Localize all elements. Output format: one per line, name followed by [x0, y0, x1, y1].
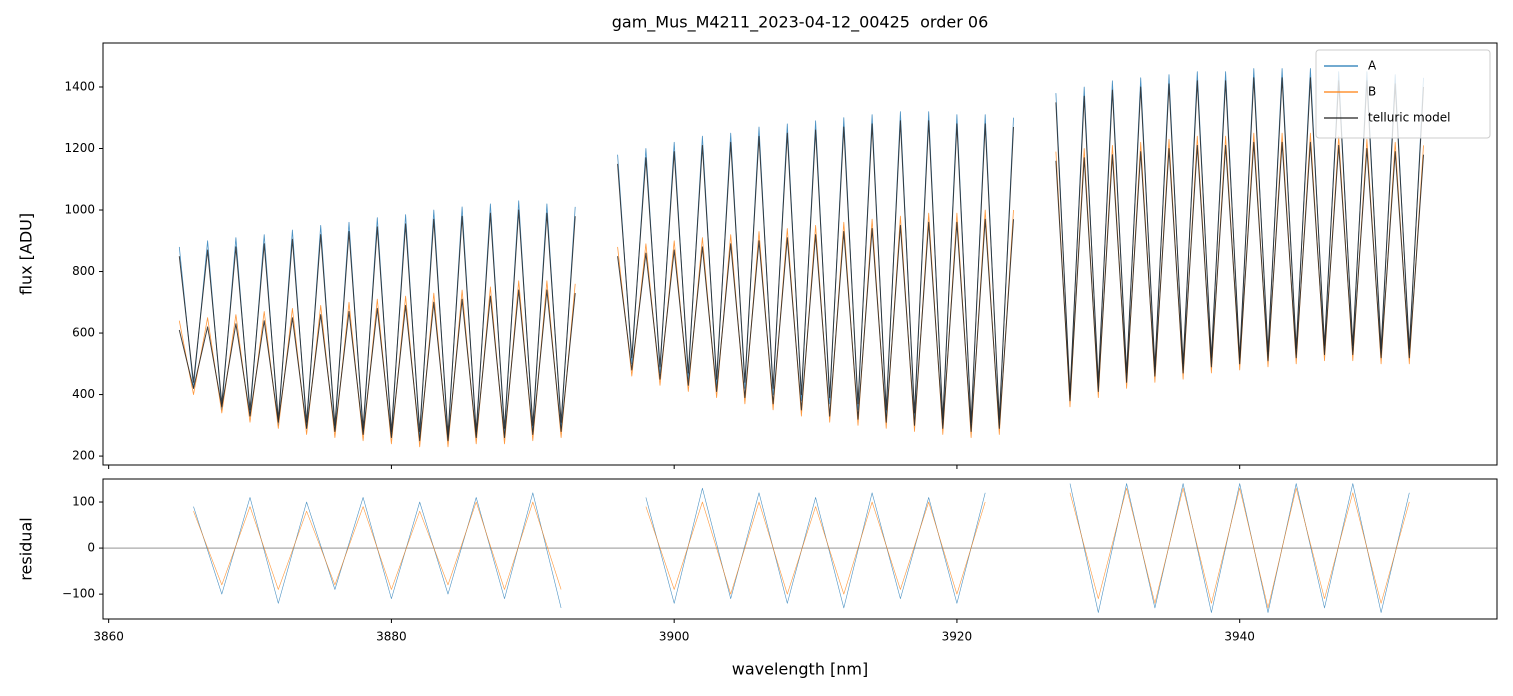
x-tick-label: 3920	[942, 630, 973, 644]
legend-box	[1315, 49, 1491, 139]
y-tick-label: 200	[72, 449, 95, 463]
plot-area	[103, 483, 1497, 613]
y-tick-label: 1200	[64, 141, 95, 155]
y-tick-label: 100	[72, 495, 95, 509]
axes-frame	[102, 42, 1498, 466]
series-line	[193, 487, 1410, 609]
y-axis-label: residual	[17, 517, 36, 580]
y-tick-label: −100	[62, 587, 95, 601]
legend-label: A	[1368, 59, 1377, 73]
y-tick-label: 1400	[64, 79, 95, 93]
y-tick-label: 600	[72, 326, 95, 340]
legend-label: telluric model	[1368, 111, 1450, 125]
y-tick-label: 800	[72, 264, 95, 278]
x-tick-label: 3860	[93, 630, 124, 644]
y-tick-label: 1000	[64, 203, 95, 217]
series-line	[178, 141, 1424, 442]
y-axis-label: flux [ADU]	[17, 213, 36, 295]
x-tick-label: 3940	[1224, 630, 1255, 644]
y-tick-label: 400	[72, 387, 95, 401]
legend-label: B	[1368, 85, 1376, 99]
x-tick-label: 3880	[376, 630, 407, 644]
y-tick-label: 0	[87, 541, 95, 555]
x-axis-label: wavelength [nm]	[732, 660, 869, 679]
axes-frame	[102, 478, 1498, 620]
plot-area	[178, 68, 1424, 448]
series-line	[178, 77, 1424, 435]
chart-title: gam_Mus_M4211_2023-04-12_00425 order 06	[612, 13, 989, 33]
x-tick-label: 3900	[659, 630, 690, 644]
